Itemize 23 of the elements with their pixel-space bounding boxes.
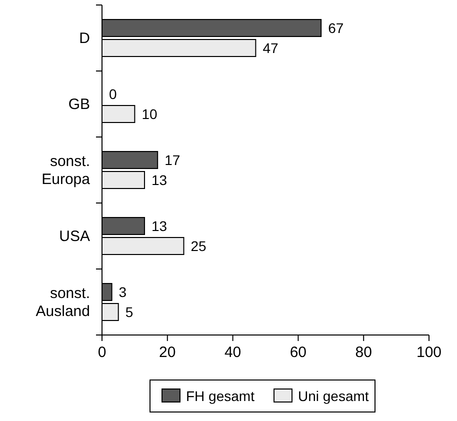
x-tick-label: 20 [159, 344, 176, 361]
legend-label: FH gesamt [186, 388, 255, 404]
x-tick-label: 40 [224, 344, 242, 361]
data-label: 10 [142, 106, 158, 122]
data-label: 5 [125, 304, 134, 320]
data-label: 13 [152, 218, 168, 234]
y-tick-label: sonst. Ausland [36, 284, 90, 320]
data-label: 0 [109, 86, 117, 102]
data-label: 3 [118, 284, 127, 300]
data-label: 67 [328, 20, 344, 36]
x-tick-label: 0 [98, 344, 106, 361]
data-label: 47 [262, 40, 278, 56]
x-tick-label: 80 [355, 344, 372, 361]
legend-label: Uni gesamt [298, 388, 369, 404]
y-tick-label: USA [59, 228, 90, 244]
y-tick-label: D [79, 30, 90, 46]
y-tick-label: GB [68, 96, 90, 112]
data-label: 13 [152, 172, 168, 188]
x-tick-label: 60 [290, 344, 307, 361]
x-tick-label: 100 [416, 344, 442, 361]
data-label: 17 [164, 152, 180, 168]
data-label: 25 [190, 238, 207, 254]
y-tick-label: sonst. Europa [42, 152, 91, 188]
